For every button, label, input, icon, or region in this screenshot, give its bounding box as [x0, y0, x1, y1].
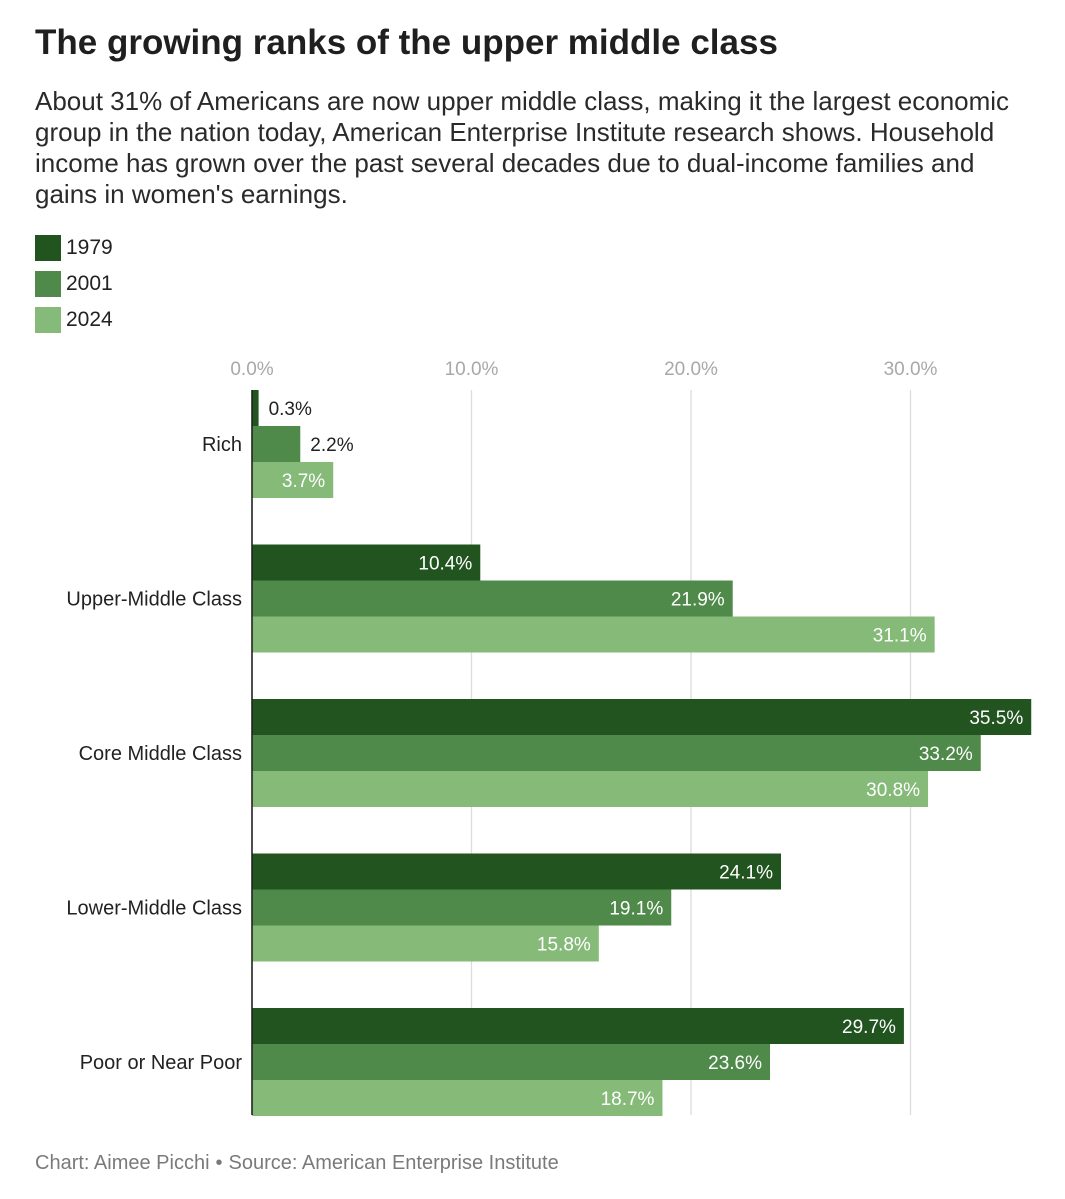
legend-swatch-2001 [35, 271, 61, 297]
bar-1979 [252, 699, 1032, 735]
category-label: Upper-Middle Class [66, 589, 242, 611]
data-label: 31.1% [873, 626, 927, 647]
data-label: 15.8% [537, 935, 591, 956]
data-label: 35.5% [969, 708, 1023, 729]
bar-2001 [252, 426, 301, 462]
data-label: 24.1% [719, 863, 773, 884]
bar-1979 [252, 544, 481, 581]
legend: 1979 2001 2024 [35, 230, 113, 338]
bar-1979 [252, 1008, 904, 1044]
x-tick-label: 0.0% [230, 359, 273, 380]
legend-item-2001: 2001 [35, 266, 113, 302]
category-label: Core Middle Class [79, 743, 242, 765]
data-label: 0.3% [269, 399, 312, 420]
chart-credit: Chart: Aimee Picchi [35, 1152, 210, 1174]
chart-source: Source: American Enterprise Institute [228, 1152, 559, 1174]
legend-label-2001: 2001 [66, 272, 113, 295]
bar-2001 [252, 735, 981, 771]
bar-chart: 0.0% 10.0% 20.0% 30.0% Rich 0.3% 2.2% 3.7% Upper… [66, 359, 1032, 1116]
data-label: 30.8% [866, 780, 920, 801]
bar-2001 [252, 889, 672, 926]
data-label: 23.6% [708, 1053, 762, 1074]
x-tick-label: 30.0% [884, 359, 938, 380]
bar-2001 [252, 1044, 771, 1080]
legend-item-2024: 2024 [35, 302, 113, 338]
category-label: Poor or Near Poor [80, 1052, 243, 1074]
x-tick-label: 10.0% [445, 359, 499, 380]
category-label: Rich [202, 434, 242, 456]
bar-2001 [252, 580, 733, 617]
bar-1979 [252, 390, 259, 426]
bar-1979 [252, 853, 781, 890]
legend-label-2024: 2024 [66, 308, 113, 331]
bar-2024 [252, 771, 929, 807]
bar-2024 [252, 1080, 663, 1116]
data-label: 33.2% [919, 744, 973, 765]
data-label: 3.7% [282, 471, 325, 492]
legend-label-1979: 1979 [66, 236, 113, 259]
chart-title: The growing ranks of the upper middle cl… [35, 23, 778, 62]
chart-footer: Chart: Aimee Picchi • Source: American Ent… [35, 1152, 559, 1175]
data-label: 21.9% [671, 590, 725, 611]
bar-2024 [252, 462, 334, 498]
x-tick-label: 20.0% [664, 359, 718, 380]
chart-subtitle: About 31% of Americans are now upper mid… [35, 86, 1010, 209]
footer-separator: • [215, 1152, 223, 1174]
bar-2024 [252, 616, 935, 653]
legend-swatch-2024 [35, 307, 61, 333]
legend-item-1979: 1979 [35, 230, 113, 266]
data-label: 10.4% [418, 554, 472, 575]
data-label: 19.1% [609, 899, 663, 920]
bar-2024 [252, 925, 599, 962]
data-label: 18.7% [601, 1089, 655, 1110]
category-label: Lower-Middle Class [66, 898, 242, 920]
data-label: 2.2% [310, 435, 353, 456]
legend-swatch-1979 [35, 235, 61, 261]
data-label: 29.7% [842, 1017, 896, 1038]
